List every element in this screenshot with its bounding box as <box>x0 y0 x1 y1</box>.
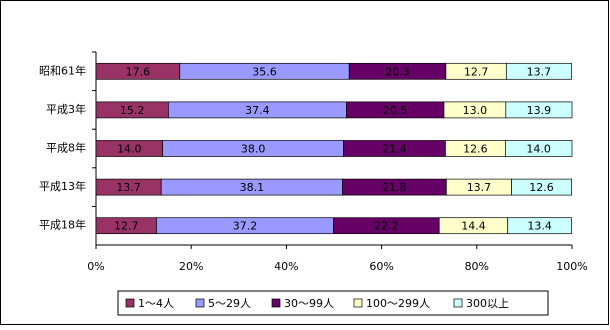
data-label: 20.5 <box>383 104 408 117</box>
legend-label: 5～29人 <box>208 297 251 310</box>
x-tick-label: 0% <box>87 260 104 273</box>
bar-segment <box>505 140 573 157</box>
y-tick-label: 平成8年 <box>46 141 86 155</box>
data-label: 12.7 <box>464 65 489 78</box>
legend-swatch <box>195 298 205 308</box>
data-label: 14.4 <box>461 220 486 233</box>
y-tick-label: 平成18年 <box>39 218 86 232</box>
y-tick-label: 平成13年 <box>39 179 86 193</box>
x-tick-label: 60% <box>369 260 393 273</box>
legend-label: 1～4人 <box>138 297 174 310</box>
data-label: 13.9 <box>527 104 552 117</box>
data-label: 35.6 <box>252 65 277 78</box>
data-label: 14.0 <box>526 143 551 156</box>
data-label: 38.0 <box>241 143 266 156</box>
legend-label: 100～299人 <box>366 297 430 310</box>
legend-box <box>117 290 549 316</box>
data-label: 12.6 <box>463 143 488 156</box>
bar-segment <box>505 101 573 119</box>
data-label: 21.8 <box>382 181 407 194</box>
y-tick-label: 昭和61年 <box>39 63 86 77</box>
legend-swatch <box>353 298 363 308</box>
data-label: 13.7 <box>116 181 141 194</box>
y-tick-label: 平成3年 <box>46 102 86 116</box>
x-tick-label: 40% <box>274 260 298 273</box>
data-label: 17.6 <box>126 65 151 78</box>
data-label: 13.7 <box>467 181 492 194</box>
data-label: 22.2 <box>374 220 399 233</box>
data-label: 20.3 <box>385 65 410 78</box>
data-label: 21.4 <box>382 143 407 156</box>
bar-segment <box>505 62 572 80</box>
legend-label: 30～99人 <box>284 297 334 310</box>
x-tick-label: 80% <box>465 260 489 273</box>
data-label: 13.4 <box>527 220 552 233</box>
legend-swatch <box>125 298 135 308</box>
legend-label: 300以上 <box>466 297 509 310</box>
data-label: 12.7 <box>114 220 139 233</box>
data-label: 14.0 <box>117 143 142 156</box>
bar-segment <box>507 217 572 235</box>
data-label: 15.2 <box>120 104 145 117</box>
data-label: 13.0 <box>463 104 488 117</box>
bar-segment <box>511 178 572 196</box>
data-label: 37.4 <box>245 104 270 117</box>
x-tick-label: 100% <box>556 260 587 273</box>
data-label: 13.7 <box>527 65 552 78</box>
legend-swatch <box>271 298 281 308</box>
data-label: 37.2 <box>233 220 258 233</box>
data-label: 38.1 <box>240 181 265 194</box>
data-label: 12.6 <box>529 181 554 194</box>
x-tick-label: 20% <box>179 260 203 273</box>
legend-swatch <box>453 298 463 308</box>
